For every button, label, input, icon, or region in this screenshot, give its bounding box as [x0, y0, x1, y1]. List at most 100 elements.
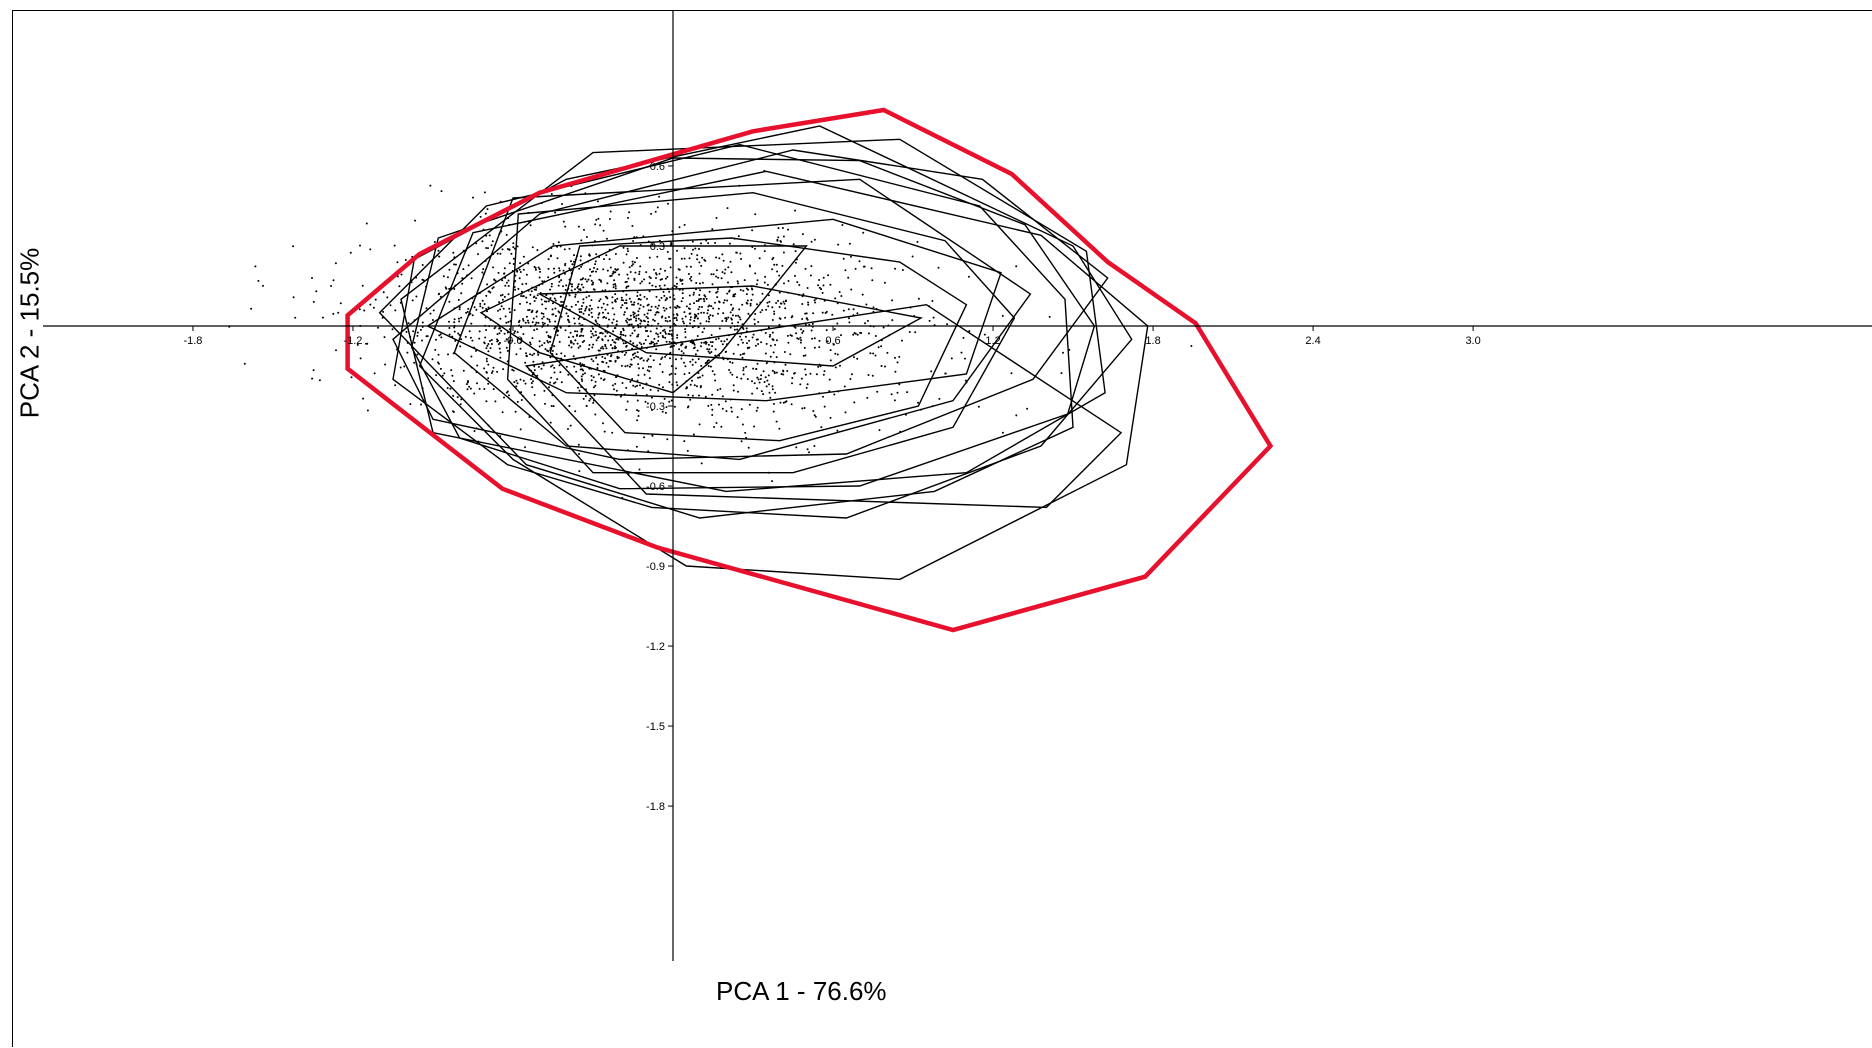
scatter-point [665, 340, 668, 343]
scatter-point [647, 358, 650, 361]
scatter-point [647, 335, 650, 338]
scatter-point [476, 364, 479, 367]
scatter-point [655, 311, 658, 314]
scatter-point [860, 332, 863, 334]
scatter-point [639, 322, 642, 325]
scatter-point [806, 448, 809, 451]
scatter-point [627, 216, 629, 219]
scatter-point [487, 377, 490, 380]
scatter-point [732, 352, 735, 355]
scatter-point [628, 323, 631, 326]
scatter-point [813, 445, 816, 447]
scatter-point [708, 352, 711, 355]
scatter-point [664, 317, 667, 320]
scatter-point [467, 264, 470, 267]
scatter-point [507, 279, 510, 282]
scatter-point [908, 331, 911, 333]
scatter-point [448, 327, 451, 329]
x-tick-label: 1.8 [1145, 335, 1160, 347]
scatter-point [611, 301, 614, 304]
scatter-point [585, 404, 588, 407]
scatter-point [723, 340, 726, 343]
scatter-point [533, 265, 536, 268]
scatter-point [637, 363, 640, 366]
outer-hull-layer [345, 107, 1274, 633]
scatter-point [361, 284, 364, 287]
scatter-point [580, 239, 583, 242]
scatter-point [662, 336, 665, 339]
scatter-point [691, 358, 694, 361]
scatter-point [628, 211, 631, 214]
scatter-point [834, 366, 837, 369]
scatter-point [535, 286, 538, 289]
scatter-point [632, 326, 635, 329]
scatter-point [663, 397, 666, 400]
scatter-point [674, 373, 677, 375]
scatter-point [562, 269, 565, 272]
scatter-point [606, 269, 609, 272]
scatter-point [591, 315, 594, 318]
scatter-point [650, 305, 653, 308]
scatter-point [802, 354, 805, 357]
scatter-point [578, 335, 581, 338]
x-tick-label: 2.4 [1305, 335, 1320, 347]
scatter-point [610, 274, 613, 277]
scatter-point [717, 276, 720, 279]
scatter-point [689, 303, 691, 306]
scatter-point [779, 317, 782, 320]
scatter-point [731, 314, 734, 317]
scatter-point [687, 273, 690, 275]
scatter-point [567, 428, 569, 430]
scatter-point [651, 243, 654, 246]
scatter-point [740, 408, 743, 411]
scatter-point [546, 339, 549, 342]
scatter-point [452, 411, 455, 413]
scatter-point [725, 317, 728, 319]
scatter-point [563, 248, 566, 251]
scatter-point [620, 331, 622, 333]
scatter-point [718, 257, 721, 260]
scatter-point [531, 386, 534, 389]
scatter-point [883, 281, 886, 284]
scatter-point [643, 319, 645, 322]
scatter-point [775, 356, 778, 359]
scatter-point [757, 343, 760, 345]
scatter-point [386, 296, 389, 299]
scatter-point [516, 245, 519, 248]
scatter-point [537, 365, 540, 368]
scatter-point [729, 326, 732, 329]
scatter-point [519, 302, 521, 305]
scatter-point [623, 311, 626, 314]
scatter-point [590, 336, 593, 339]
scatter-point [772, 410, 775, 413]
scatter-point [784, 316, 787, 319]
scatter-point [781, 264, 784, 267]
scatter-point [745, 287, 748, 290]
scatter-point [843, 385, 846, 388]
scatter-point [522, 379, 525, 382]
scatter-point [602, 379, 605, 381]
scatter-point [629, 340, 632, 343]
scatter-point [570, 260, 572, 263]
scatter-point [635, 317, 638, 320]
scatter-point [551, 349, 554, 352]
scatter-point [689, 360, 692, 363]
scatter-point [573, 365, 576, 368]
scatter-point [646, 402, 649, 405]
scatter-point [570, 305, 573, 308]
scatter-point [551, 364, 554, 367]
scatter-point [609, 335, 612, 338]
scatter-point [509, 311, 511, 314]
scatter-point [711, 228, 714, 231]
scatter-point [756, 387, 759, 390]
scatter-point [669, 326, 672, 329]
scatter-point [519, 271, 522, 273]
scatter-point [737, 321, 740, 324]
scatter-point [533, 300, 536, 302]
scatter-point [612, 271, 615, 274]
scatter-point [983, 333, 986, 336]
scatter-point [470, 322, 473, 325]
scatter-point [865, 303, 868, 306]
scatter-point [717, 337, 720, 340]
scatter-point [730, 410, 733, 413]
